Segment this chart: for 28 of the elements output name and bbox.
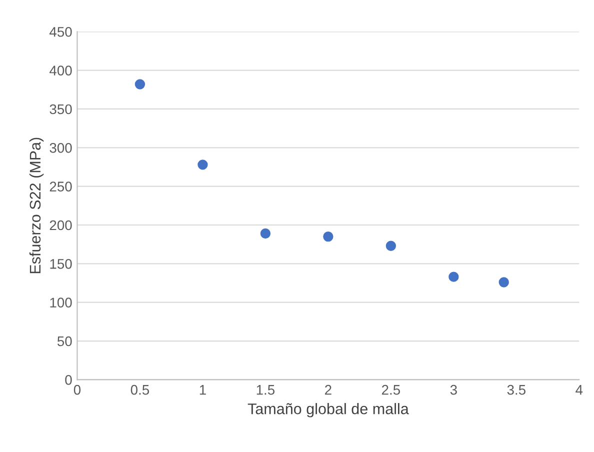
x-tick-label: 0: [74, 384, 81, 395]
x-tick-label: 0.5: [130, 384, 150, 395]
x-tick-label: 4: [576, 385, 583, 395]
y-tick-label: 250: [50, 182, 72, 192]
y-tick-label: 300: [50, 142, 72, 153]
y-tick-label: 450: [50, 26, 72, 37]
y-tick-label: 400: [50, 66, 72, 76]
point: [134, 79, 146, 90]
y-tick-label: 350: [50, 104, 72, 114]
x-axis-title: Tamaño global de malla: [248, 403, 409, 418]
x-tick-label: 3: [450, 384, 457, 395]
point: [323, 232, 334, 242]
y-tick-label: 0: [65, 375, 72, 385]
y-tick-label: 100: [50, 298, 72, 308]
point: [498, 277, 509, 288]
x-tick-label: 2.5: [382, 384, 400, 395]
x-tick-label: 2: [325, 384, 332, 395]
y-tick-label: 150: [50, 259, 72, 269]
point: [448, 272, 459, 282]
x-tick-label: 3.5: [507, 384, 526, 395]
point: [198, 160, 208, 170]
x-tick-label: 1.5: [256, 385, 275, 395]
point: [260, 228, 271, 239]
y-tick-label: 50: [57, 336, 72, 346]
y-axis-title: Esfuerzo S22 (MPa): [29, 138, 44, 274]
x-tick-label: 1: [200, 385, 206, 395]
point: [386, 240, 396, 251]
y-tick-label: 200: [50, 220, 72, 230]
